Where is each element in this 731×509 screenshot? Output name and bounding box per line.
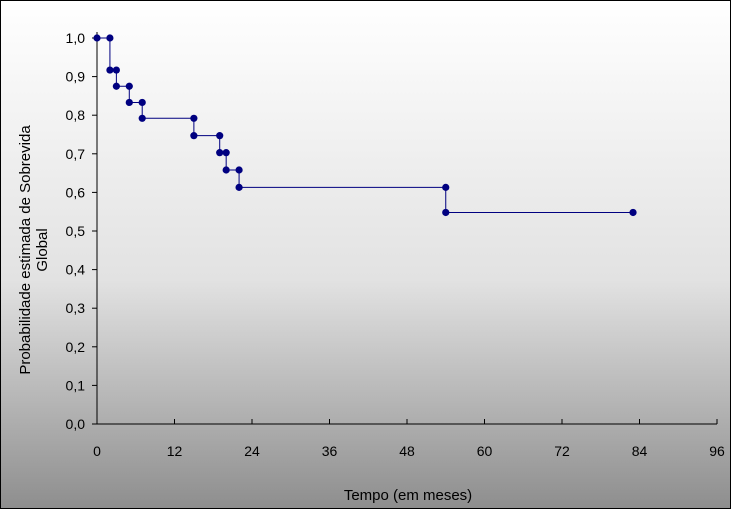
x-tick-label: 12 xyxy=(167,443,183,459)
y-tick-label: 0,5 xyxy=(66,223,86,239)
x-axis-ticks: 0 12 24 36 48 60 72 84 96 xyxy=(93,419,725,459)
y-tick-label: 0,8 xyxy=(66,107,86,123)
data-point xyxy=(93,34,101,42)
y-axis-title-line-1: Probabilidade estimada de Sobrevida xyxy=(17,125,34,375)
x-tick-label: 36 xyxy=(322,443,338,459)
y-tick-label: 1,0 xyxy=(66,30,86,46)
y-tick-label: 0,7 xyxy=(66,146,86,162)
x-axis-title: Tempo (em meses) xyxy=(344,487,472,504)
y-tick-label: 0,2 xyxy=(66,339,86,355)
survival-step-line xyxy=(97,37,634,213)
data-point xyxy=(442,183,450,191)
plot-axes xyxy=(96,32,717,425)
data-point xyxy=(190,114,198,122)
y-tick-label: 0,3 xyxy=(66,300,86,316)
data-point xyxy=(216,132,224,140)
data-point xyxy=(190,132,198,140)
y-tick-label: 0,9 xyxy=(66,69,86,85)
data-point xyxy=(125,98,133,107)
data-point xyxy=(235,183,243,191)
data-point xyxy=(106,34,114,42)
data-point xyxy=(442,208,450,217)
data-point xyxy=(138,114,146,122)
x-tick-label: 24 xyxy=(244,443,260,459)
data-point xyxy=(138,98,146,107)
series-group xyxy=(93,34,637,217)
data-point xyxy=(222,166,230,174)
x-tick-label: 84 xyxy=(632,443,648,459)
y-tick-label: 0,4 xyxy=(66,262,86,278)
data-point xyxy=(112,66,120,74)
data-point xyxy=(222,149,230,157)
x-tick-label: 0 xyxy=(93,443,101,459)
y-axis-title-line-2: Global xyxy=(34,228,51,271)
x-tick-label: 48 xyxy=(399,443,415,459)
x-tick-label: 96 xyxy=(709,443,725,459)
data-point xyxy=(106,66,114,74)
data-point xyxy=(216,149,224,157)
data-point xyxy=(235,166,243,174)
data-point xyxy=(629,208,637,217)
data-point xyxy=(125,82,133,90)
y-tick-label: 0,6 xyxy=(66,184,86,200)
y-tick-label: 0,0 xyxy=(66,416,86,432)
y-tick-label: 0,1 xyxy=(66,377,86,393)
x-tick-label: 60 xyxy=(477,443,493,459)
y-axis-ticks: 0,0 0,1 0,2 0,3 0,4 0,5 0,6 0,7 0,8 0,9 1,0 xyxy=(66,30,97,432)
data-point xyxy=(112,82,120,90)
x-tick-label: 72 xyxy=(554,443,570,459)
